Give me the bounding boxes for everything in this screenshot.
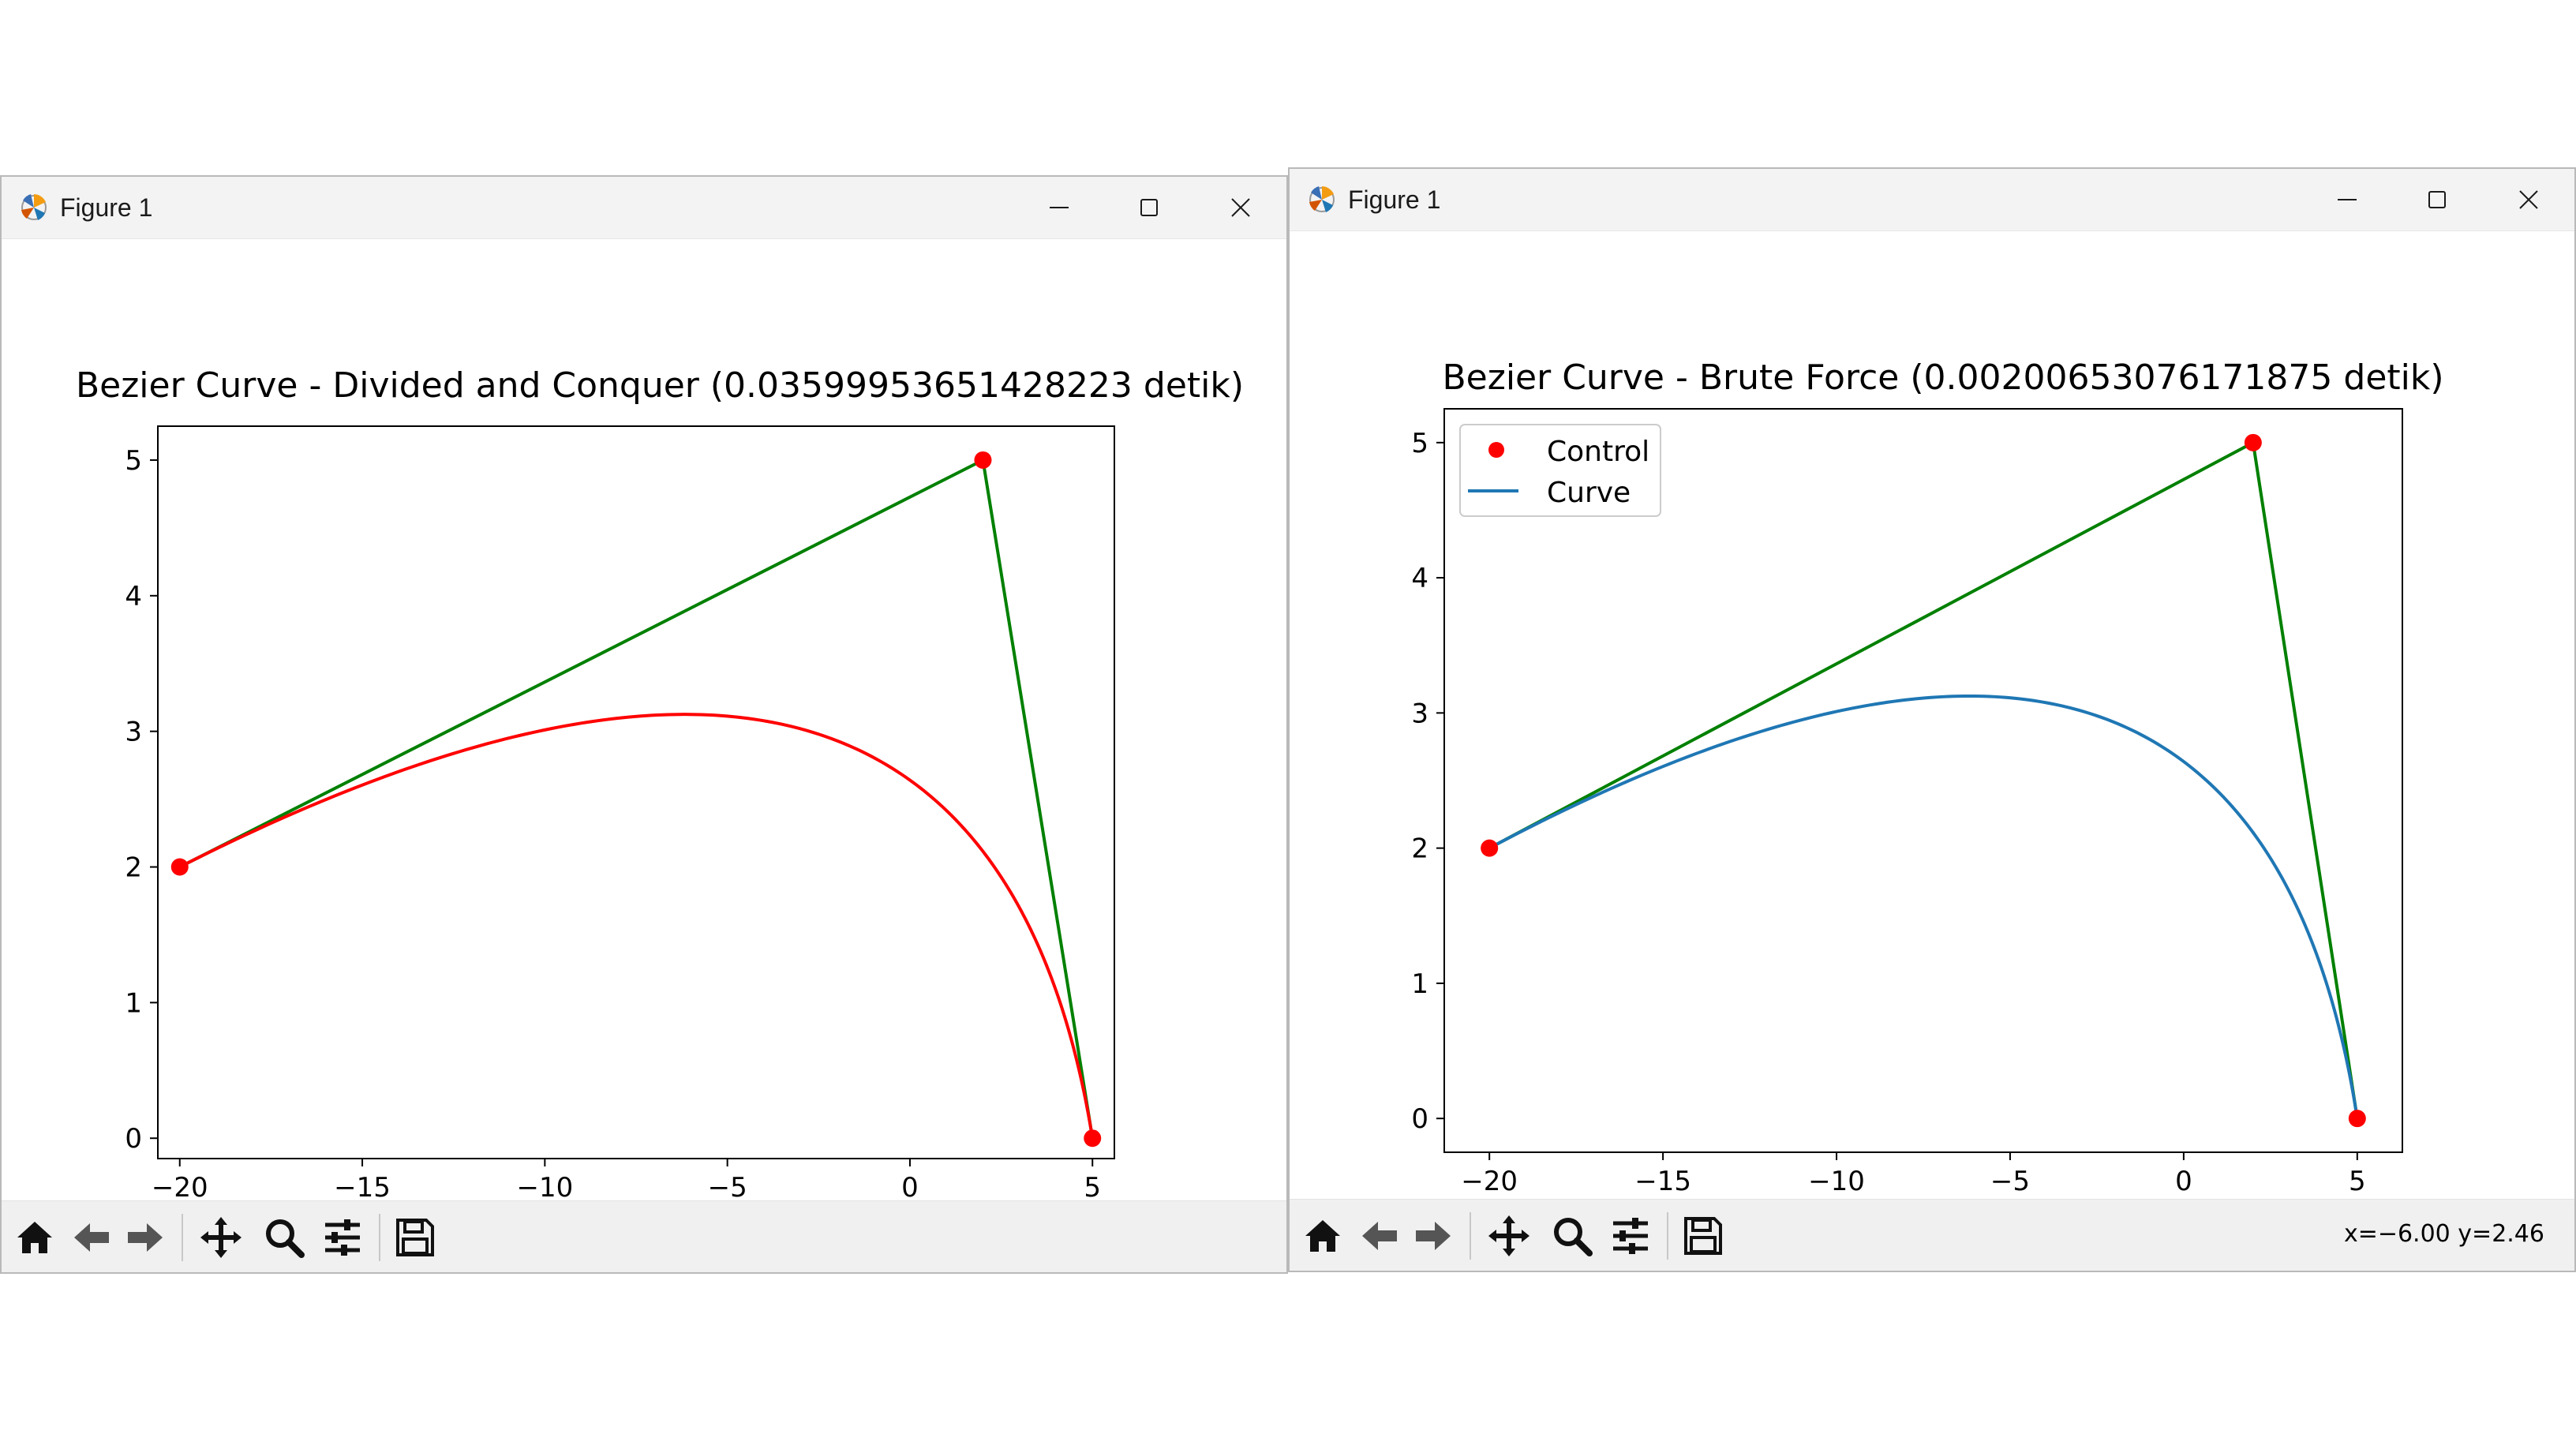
x-tick-label: 5: [1084, 1172, 1101, 1203]
back-icon: [74, 1223, 109, 1252]
legend-label-control: Control: [1547, 436, 1649, 468]
close-button[interactable]: [1201, 183, 1280, 232]
pan-icon: [1488, 1215, 1530, 1256]
control-point: [170, 858, 189, 876]
y-tick-label: 0: [1411, 1103, 1428, 1135]
bezier-curve-line: [1488, 694, 2359, 1119]
save-button[interactable]: [393, 1215, 437, 1260]
navigation-toolbar: x=−6.00 y=2.46: [1290, 1199, 2574, 1271]
plot-canvas[interactable]: Bezier Curve - Brute Force (0.0020065307…: [1290, 230, 2574, 1201]
y-tick-label: 3: [125, 717, 142, 748]
control-point: [1481, 839, 1499, 857]
window-title: Figure 1: [1348, 185, 1441, 214]
minimize-button[interactable]: [2308, 175, 2387, 224]
save-icon: [1684, 1217, 1722, 1255]
toolbar-separator: [379, 1214, 380, 1261]
forward-button[interactable]: [1411, 1214, 1455, 1258]
y-tick-label: 5: [1411, 428, 1428, 459]
configure-icon: [1613, 1218, 1648, 1254]
maximize-button[interactable]: [2398, 175, 2477, 224]
save-button[interactable]: [1681, 1214, 1725, 1258]
close-button[interactable]: [2489, 175, 2568, 224]
configure-subplots-button[interactable]: [1608, 1214, 1653, 1258]
x-tick-label: 0: [901, 1172, 919, 1203]
home-button[interactable]: [13, 1215, 57, 1260]
save-icon: [396, 1219, 434, 1256]
back-button[interactable]: [69, 1215, 114, 1260]
zoom-button[interactable]: [1550, 1214, 1594, 1258]
x-tick-label: −5: [708, 1172, 747, 1203]
matplotlib-app-icon: [21, 194, 47, 220]
y-tick-label: 4: [1411, 563, 1428, 594]
control-polygon-line: [178, 457, 1095, 1139]
y-tick-label: 0: [125, 1123, 142, 1155]
minimize-button[interactable]: [1020, 183, 1099, 232]
maximize-icon: [1140, 199, 1158, 216]
control-point: [1084, 1129, 1102, 1148]
zoom-button[interactable]: [262, 1215, 306, 1260]
figure-window-divide-conquer: Figure 1 Bezier Curve - Divided and Conq…: [0, 175, 1288, 1274]
x-tick-label: −20: [1461, 1166, 1518, 1197]
y-tick-label: 2: [125, 852, 142, 884]
forward-icon: [1416, 1222, 1451, 1250]
title-bar[interactable]: Figure 1: [1290, 169, 2574, 231]
zoom-icon: [1554, 1218, 1593, 1256]
control-point: [974, 451, 992, 469]
home-icon: [1305, 1220, 1340, 1252]
minimize-icon: [1050, 207, 1069, 208]
legend: Control Curve: [1459, 424, 1661, 517]
y-tick-label: 4: [125, 581, 142, 612]
x-tick-label: 0: [2175, 1166, 2192, 1197]
plot-canvas[interactable]: Bezier Curve - Divided and Conquer (0.03…: [2, 238, 1286, 1203]
control-polygon-line: [1488, 440, 2359, 1119]
back-button[interactable]: [1357, 1214, 1402, 1258]
y-tick-label: 3: [1411, 698, 1428, 729]
y-tick-label: 1: [125, 987, 142, 1019]
window-title: Figure 1: [60, 193, 153, 222]
toolbar-separator: [1470, 1212, 1471, 1260]
navigation-toolbar: [2, 1200, 1286, 1272]
y-tick-label: 1: [1411, 968, 1428, 1000]
toolbar-separator: [182, 1214, 183, 1261]
x-tick-label: −10: [1808, 1166, 1865, 1197]
legend-label-curve: Curve: [1547, 477, 1631, 509]
zoom-icon: [266, 1219, 305, 1258]
y-tick-label: 5: [125, 445, 142, 477]
home-button[interactable]: [1301, 1214, 1345, 1258]
pan-icon: [200, 1217, 242, 1258]
maximize-button[interactable]: [1110, 183, 1189, 232]
x-tick-label: −15: [1634, 1166, 1691, 1197]
toolbar-separator: [1667, 1212, 1668, 1260]
chart-title: Bezier Curve - Brute Force (0.0020065307…: [1442, 358, 2443, 398]
y-tick-label: 2: [1411, 833, 1428, 865]
configure-subplots-button[interactable]: [320, 1215, 365, 1260]
forward-button[interactable]: [123, 1215, 167, 1260]
close-icon: [2519, 190, 2538, 209]
close-icon: [1231, 198, 1250, 217]
axes-frame: [1443, 408, 2403, 1153]
forward-icon: [128, 1223, 163, 1252]
control-point: [2244, 433, 2262, 451]
x-tick-label: −5: [1990, 1166, 2030, 1197]
cursor-coordinates: x=−6.00 y=2.46: [2343, 1220, 2544, 1248]
control-point: [2348, 1110, 2366, 1128]
configure-icon: [325, 1219, 360, 1256]
x-tick-label: 5: [2349, 1166, 2366, 1197]
x-tick-label: −20: [152, 1172, 208, 1203]
home-icon: [17, 1222, 52, 1253]
bezier-curve-line: [178, 713, 1095, 1139]
pan-button[interactable]: [199, 1215, 243, 1260]
x-tick-label: −15: [334, 1172, 391, 1203]
figure-window-brute-force: Figure 1 Bezier Curve - Brute Force (0.0…: [1288, 167, 2576, 1272]
chart-title: Bezier Curve - Divided and Conquer (0.03…: [76, 365, 1244, 406]
title-bar[interactable]: Figure 1: [2, 177, 1286, 239]
x-tick-label: −10: [516, 1172, 573, 1203]
axes-frame: [157, 425, 1115, 1159]
matplotlib-app-icon: [1309, 186, 1335, 212]
legend-marker-control: [1488, 442, 1504, 458]
maximize-icon: [2428, 191, 2446, 208]
back-icon: [1362, 1222, 1397, 1250]
minimize-icon: [2338, 199, 2357, 200]
pan-button[interactable]: [1487, 1214, 1531, 1258]
